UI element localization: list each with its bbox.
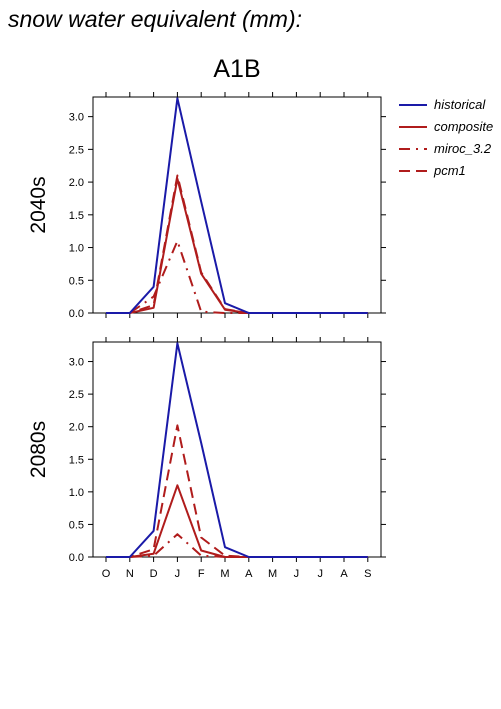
series-line-composite (106, 177, 368, 314)
x-tick-label: S (364, 568, 371, 580)
legend: historical composite miroc_3.2 pcm1 (399, 95, 501, 183)
x-tick-label: A (340, 568, 348, 580)
plot-frame (92, 96, 382, 314)
panel-label: 2040s (27, 176, 50, 233)
y-tick-label: 2.0 (69, 177, 84, 189)
x-tick-label: M (268, 568, 277, 580)
legend-label-historical: historical (434, 97, 486, 112)
legend-label-miroc: miroc_3.2 (434, 141, 492, 156)
figure-title: snow water equivalent (mm): (8, 6, 302, 32)
y-tick-label: 0.5 (69, 275, 84, 287)
y-tick-label: 1.0 (69, 243, 84, 255)
legend-item-pcm1: pcm1 (399, 161, 501, 183)
legend-item-miroc: miroc_3.2 (399, 139, 501, 161)
series-line-miroc-3-2 (106, 240, 368, 314)
x-tick-label: N (126, 568, 134, 580)
y-tick-label: 1.5 (69, 210, 84, 222)
series-line-historical (106, 97, 368, 314)
y-tick-label: 1.5 (69, 454, 84, 466)
y-tick-label: 2.5 (69, 144, 84, 156)
scenario-title: A1B (213, 55, 261, 83)
y-tick-label: 2.0 (69, 422, 84, 434)
series-line-pcm1 (106, 174, 368, 314)
x-tick-label: A (245, 568, 253, 580)
y-tick-label: 0.0 (69, 552, 84, 564)
x-tick-label: J (175, 568, 181, 580)
legend-item-historical: historical (399, 95, 501, 117)
x-tick-label: O (102, 568, 111, 580)
x-tick-label: J (317, 568, 323, 580)
x-tick-label: F (198, 568, 205, 580)
y-tick-label: 2.5 (69, 389, 84, 401)
x-tick-label: M (220, 568, 229, 580)
y-tick-label: 0.5 (69, 519, 84, 531)
series-line-historical (106, 342, 368, 558)
y-tick-label: 3.0 (69, 357, 84, 369)
panel-label: 2080s (27, 421, 50, 478)
x-tick-label: D (150, 568, 158, 580)
y-tick-label: 1.0 (69, 487, 84, 499)
legend-item-composite: composite (399, 117, 501, 139)
plot-frame (92, 341, 382, 558)
legend-label-pcm1: pcm1 (434, 163, 466, 178)
series-line-miroc-3-2 (106, 533, 368, 558)
panel-2040s: 0.0 0.5 1.0 1.5 2.0 2.5 3.0 2040s (27, 92, 386, 320)
x-tick-label: J (294, 568, 300, 580)
series-line-composite (106, 484, 368, 558)
series-line-pcm1 (106, 424, 368, 558)
y-tick-label: 3.0 (69, 112, 84, 124)
y-tick-label: 0.0 (69, 308, 84, 320)
legend-label-composite: composite (434, 119, 494, 134)
panel-2080s: 0.0 0.5 1.0 1.5 2.0 2.5 3.0 O N D J F M A M J J A S 2080s (27, 337, 386, 580)
